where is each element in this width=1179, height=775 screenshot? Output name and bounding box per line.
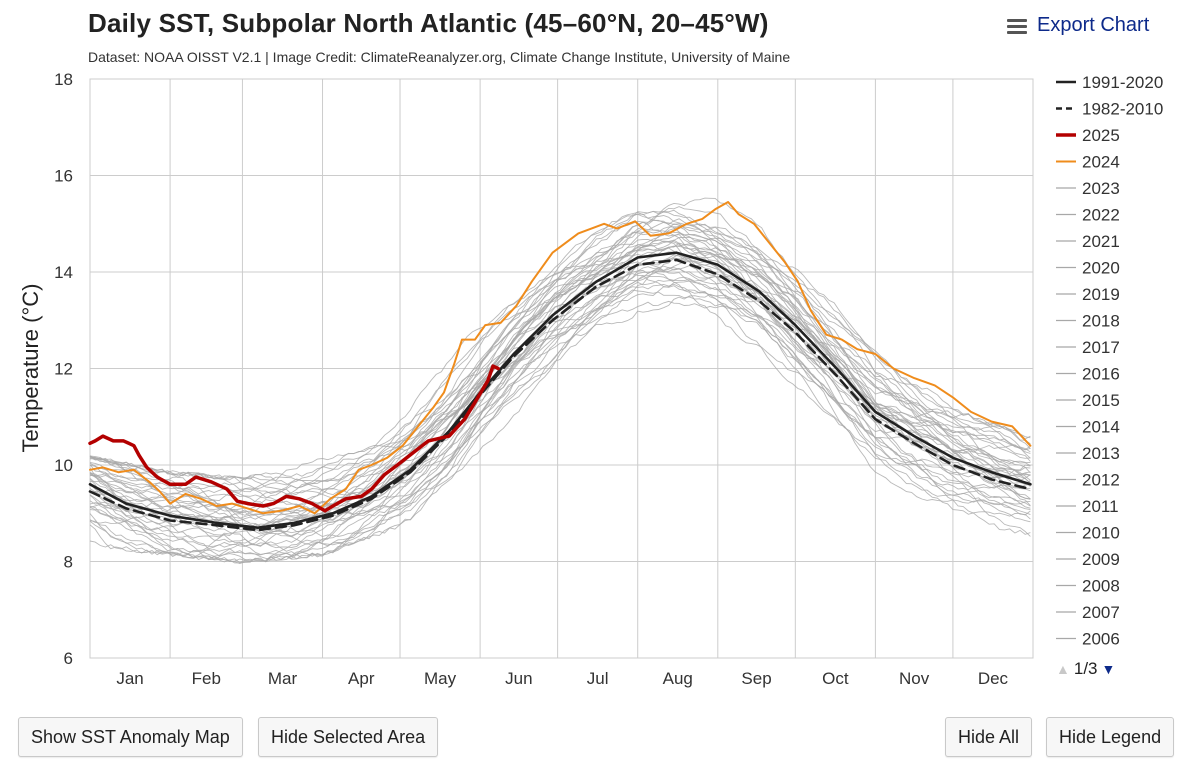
series-line-2025 bbox=[88, 364, 500, 513]
y-tick-label: 14 bbox=[54, 263, 73, 282]
hide-all-button[interactable]: Hide All bbox=[945, 717, 1033, 757]
series-line-1991-2020 bbox=[88, 251, 1032, 529]
x-tick-label: Mar bbox=[268, 669, 298, 688]
other-year-line bbox=[89, 223, 1031, 528]
legend-item-label: 2018 bbox=[1082, 312, 1120, 331]
other-year-line bbox=[89, 255, 1031, 498]
hamburger-menu-icon bbox=[1007, 18, 1027, 34]
legend: 1991-2020 1982-2010 2025 2024 2023 2022 2021 20… bbox=[1056, 73, 1163, 649]
legend-item-label: 2017 bbox=[1082, 338, 1120, 357]
legend-item-label: 2012 bbox=[1082, 471, 1120, 490]
y-tick-label: 10 bbox=[54, 456, 73, 475]
series-layer bbox=[88, 201, 1032, 532]
legend-item-label: 2023 bbox=[1082, 179, 1120, 198]
legend-item-label: 2014 bbox=[1082, 418, 1120, 437]
legend-item-label: 2016 bbox=[1082, 365, 1120, 384]
legend-item-label: 1982-2010 bbox=[1082, 100, 1163, 119]
x-tick-label: Sep bbox=[741, 669, 771, 688]
other-year-line bbox=[89, 211, 1031, 527]
x-tick-label: Dec bbox=[978, 669, 1009, 688]
other-year-line bbox=[89, 300, 1031, 564]
legend-item-label: 2015 bbox=[1082, 391, 1120, 410]
grid-layer bbox=[89, 78, 1034, 659]
other-year-line bbox=[89, 218, 1031, 496]
legend-item-label: 2006 bbox=[1082, 630, 1120, 649]
other-year-line bbox=[89, 279, 1031, 552]
legend-item-label: 2021 bbox=[1082, 232, 1120, 251]
other-year-line bbox=[89, 221, 1031, 514]
x-tick-label: Nov bbox=[899, 669, 930, 688]
chart-title: Daily SST, Subpolar North Atlantic (45–6… bbox=[88, 8, 769, 38]
legend-item-label: 2022 bbox=[1082, 206, 1120, 225]
legend-item-label: 1991-2020 bbox=[1082, 73, 1163, 92]
legend-item-label: 2019 bbox=[1082, 285, 1120, 304]
y-tick-label: 12 bbox=[54, 360, 73, 379]
legend-pager: ▲ 1/3 ▼ bbox=[1056, 659, 1115, 679]
series-line-1982-2010 bbox=[88, 258, 1032, 532]
hide-selected-area-button[interactable]: Hide Selected Area bbox=[258, 717, 439, 757]
other-year-line bbox=[89, 227, 1031, 512]
legend-item-label: 2024 bbox=[1082, 153, 1120, 172]
x-tick-label: Feb bbox=[192, 669, 221, 688]
legend-item-label: 2025 bbox=[1082, 126, 1120, 145]
other-year-line bbox=[89, 236, 1031, 495]
other-year-line bbox=[89, 266, 1031, 564]
other-year-line bbox=[90, 254, 1031, 562]
other-year-line bbox=[89, 233, 1031, 523]
export-chart-label: Export Chart bbox=[1037, 14, 1150, 36]
x-tick-label: Oct bbox=[822, 669, 849, 688]
other-year-line bbox=[89, 289, 1031, 538]
export-chart-button[interactable]: Export Chart bbox=[1007, 14, 1149, 37]
legend-item-label: 2008 bbox=[1082, 577, 1120, 596]
y-tick-label: 18 bbox=[54, 70, 73, 89]
chart-subtitle: Dataset: NOAA OISST V2.1 | Image Credit:… bbox=[88, 49, 791, 65]
y-tick-label: 16 bbox=[54, 167, 73, 186]
series-line-2024 bbox=[89, 201, 1032, 515]
y-tick-label: 8 bbox=[64, 553, 73, 572]
sst-chart: 6 8 10 12 14 16 18 Jan Feb Mar Apr May Jun Jul Aug Sep O… bbox=[18, 70, 1163, 688]
other-years-layer bbox=[89, 197, 1031, 564]
other-year-line bbox=[89, 244, 1031, 531]
legend-page-down-arrow[interactable]: ▼ bbox=[1101, 661, 1116, 677]
legend-item-label: 2010 bbox=[1082, 524, 1120, 543]
other-year-line bbox=[89, 197, 1031, 496]
other-year-line bbox=[89, 271, 1031, 558]
other-year-line bbox=[89, 245, 1031, 537]
x-tick-label: Jan bbox=[116, 669, 143, 688]
y-axis-label: Temperature (°C) bbox=[18, 284, 43, 453]
other-year-line bbox=[89, 231, 1031, 481]
other-year-line bbox=[89, 293, 1031, 555]
x-tick-label: May bbox=[424, 669, 457, 688]
x-tick-label: Aug bbox=[663, 669, 693, 688]
x-tick-label: Apr bbox=[348, 669, 375, 688]
legend-page-indicator: 1/3 bbox=[1073, 659, 1098, 678]
x-tick-label: Jul bbox=[587, 669, 609, 688]
y-tick-label: 6 bbox=[64, 649, 73, 668]
show-sst-anomaly-map-button[interactable]: Show SST Anomaly Map bbox=[18, 717, 243, 757]
legend-item-label: 2007 bbox=[1082, 603, 1120, 622]
legend-item-label: 2009 bbox=[1082, 550, 1120, 569]
other-year-line bbox=[89, 206, 1031, 513]
other-year-line bbox=[89, 213, 1031, 533]
legend-item-label: 2020 bbox=[1082, 259, 1120, 278]
hide-legend-button[interactable]: Hide Legend bbox=[1046, 717, 1175, 757]
legend-item-label: 2011 bbox=[1082, 497, 1119, 516]
legend-item-label: 2013 bbox=[1082, 444, 1120, 463]
other-year-line bbox=[89, 257, 1031, 546]
legend-page-up-arrow[interactable]: ▲ bbox=[1056, 661, 1070, 677]
axis-layer: 6 8 10 12 14 16 18 Jan Feb Mar Apr May Jun Jul Aug Sep O… bbox=[54, 70, 1008, 688]
x-tick-label: Jun bbox=[505, 669, 532, 688]
